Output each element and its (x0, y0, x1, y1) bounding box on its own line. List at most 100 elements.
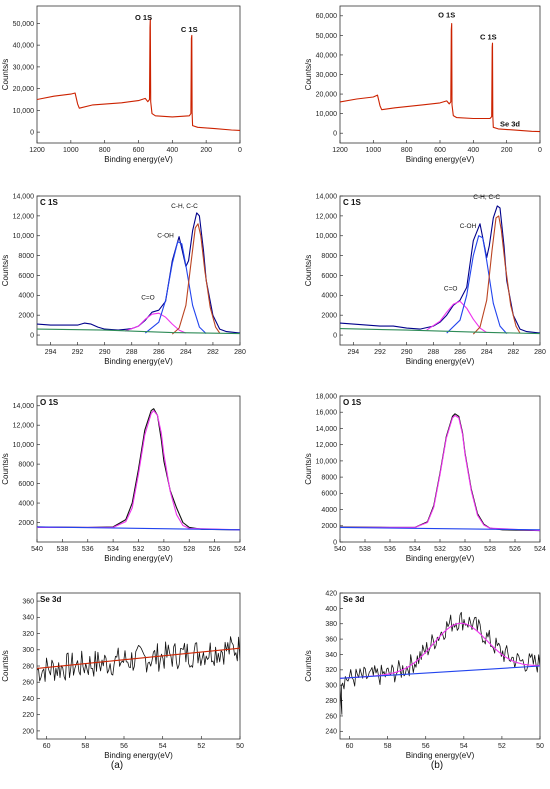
series-line-3 (472, 215, 521, 335)
series-line-0 (37, 636, 240, 682)
y-tick-label: 300 (22, 647, 34, 654)
y-tick-label: 240 (22, 696, 34, 703)
x-tick-label: 528 (484, 546, 496, 553)
series-line-1 (37, 410, 240, 531)
y-tick-label: 320 (325, 667, 337, 674)
x-tick-label: 280 (534, 349, 546, 356)
plot-frame (36, 195, 241, 346)
y-tick-label: 420 (325, 590, 337, 597)
x-tick-label: 1200 (332, 147, 348, 154)
x-axis-label: Binding energy(eV) (104, 357, 173, 366)
series-line-2 (37, 526, 240, 531)
series-group (37, 408, 240, 531)
y-tick-label: 260 (22, 680, 34, 687)
series-line-0 (37, 408, 240, 531)
x-tick-label: 60 (43, 743, 51, 750)
y-tick-label: 4000 (18, 500, 34, 507)
y-tick-label: 240 (325, 729, 337, 736)
y-tick-label: 10,000 (316, 111, 338, 118)
chart-survey-a: 0 10,000 20,000 30,000 40,000 50,000 1200 1000 8… (1, 5, 242, 164)
y-tick-label: 20,000 (13, 86, 35, 93)
x-tick-label: 800 (401, 147, 413, 154)
x-tick-label: 284 (180, 349, 192, 356)
series-group (37, 212, 240, 335)
y-tick-label: 60,000 (316, 13, 338, 20)
x-tick-label: 292 (72, 349, 84, 356)
x-tick-label: 534 (409, 546, 421, 553)
y-axis-label: Counts/s (1, 650, 10, 682)
x-tick-label: 530 (459, 546, 471, 553)
plot-frame (339, 195, 541, 346)
plot-frame (339, 5, 541, 144)
peak-annotation: O 1S (438, 11, 455, 20)
chart-c1s-a: 0 2000 4000 6000 8000 10,000 12,000 14,000 294 29… (1, 193, 246, 366)
y-axis-label: Counts/s (304, 59, 313, 91)
x-tick-label: 50 (236, 743, 244, 750)
y-tick-label: 4000 (321, 293, 337, 300)
y-tick-label: 220 (22, 712, 34, 719)
series-line-4 (37, 328, 240, 335)
panel-title: O 1S (343, 398, 362, 407)
x-tick-label: 284 (481, 349, 493, 356)
series-group (37, 636, 240, 682)
x-tick-label: 290 (401, 349, 413, 356)
series-group (340, 413, 540, 532)
x-tick-label: 286 (153, 349, 165, 356)
y-tick-label: 6000 (18, 481, 34, 488)
y-tick-label: 8000 (18, 462, 34, 469)
x-tick-label: 54 (460, 743, 468, 750)
series-line-0 (37, 212, 240, 334)
x-tick-label: 536 (384, 546, 396, 553)
series-line-2 (340, 526, 540, 531)
x-tick-label: 1000 (63, 147, 79, 154)
series-line-2 (144, 241, 207, 334)
x-tick-label: 800 (99, 147, 111, 154)
x-tick-label: 532 (133, 546, 145, 553)
x-axis-label: Binding energy(eV) (104, 554, 173, 563)
peak-annotation: O 1S (135, 13, 152, 22)
plot-frame (339, 395, 541, 543)
y-tick-label: 12,000 (316, 213, 338, 220)
x-tick-label: 540 (334, 546, 346, 553)
x-tick-label: 286 (454, 349, 466, 356)
x-tick-label: 50 (536, 743, 544, 750)
x-tick-label: 524 (534, 546, 546, 553)
x-tick-label: 526 (509, 546, 521, 553)
x-tick-label: 530 (158, 546, 170, 553)
y-tick-label: 0 (30, 332, 34, 339)
series-line-1 (124, 312, 187, 334)
y-tick-label: 6000 (321, 273, 337, 280)
y-tick-label: 360 (22, 599, 34, 606)
x-axis-label: Binding energy(eV) (104, 751, 173, 760)
y-tick-label: 6000 (18, 273, 34, 280)
x-tick-label: 200 (200, 147, 212, 154)
series-line-0 (340, 23, 540, 133)
series-line-1 (340, 414, 540, 532)
y-tick-label: 14,000 (316, 426, 338, 433)
x-tick-label: 524 (234, 546, 246, 553)
chart-c1s-b: 0 2000 4000 6000 8000 10,000 12,000 14,000 294 29… (304, 193, 546, 366)
x-tick-label: 400 (166, 147, 178, 154)
x-tick-label: 1200 (29, 147, 45, 154)
y-tick-label: 0 (333, 131, 337, 138)
panel-title: Se 3d (40, 595, 61, 604)
x-tick-label: 60 (346, 743, 354, 750)
y-tick-label: 280 (22, 663, 34, 670)
y-tick-label: 40,000 (316, 52, 338, 59)
caption-b: (b) (431, 760, 443, 771)
x-tick-label: 292 (374, 349, 386, 356)
series-line-0 (340, 611, 540, 715)
y-tick-label: 14,000 (13, 193, 35, 200)
series-group (340, 23, 540, 133)
y-tick-label: 360 (325, 637, 337, 644)
plot-frame (339, 592, 541, 740)
x-axis-label: Binding energy(eV) (406, 357, 475, 366)
y-tick-label: 400 (325, 606, 337, 613)
x-tick-label: 600 (133, 147, 145, 154)
x-tick-label: 282 (207, 349, 219, 356)
peak-annotation: Se 3d (500, 119, 520, 128)
y-tick-label: 0 (30, 130, 34, 137)
x-tick-label: 288 (126, 349, 138, 356)
y-tick-label: 260 (325, 713, 337, 720)
x-tick-label: 538 (57, 546, 69, 553)
